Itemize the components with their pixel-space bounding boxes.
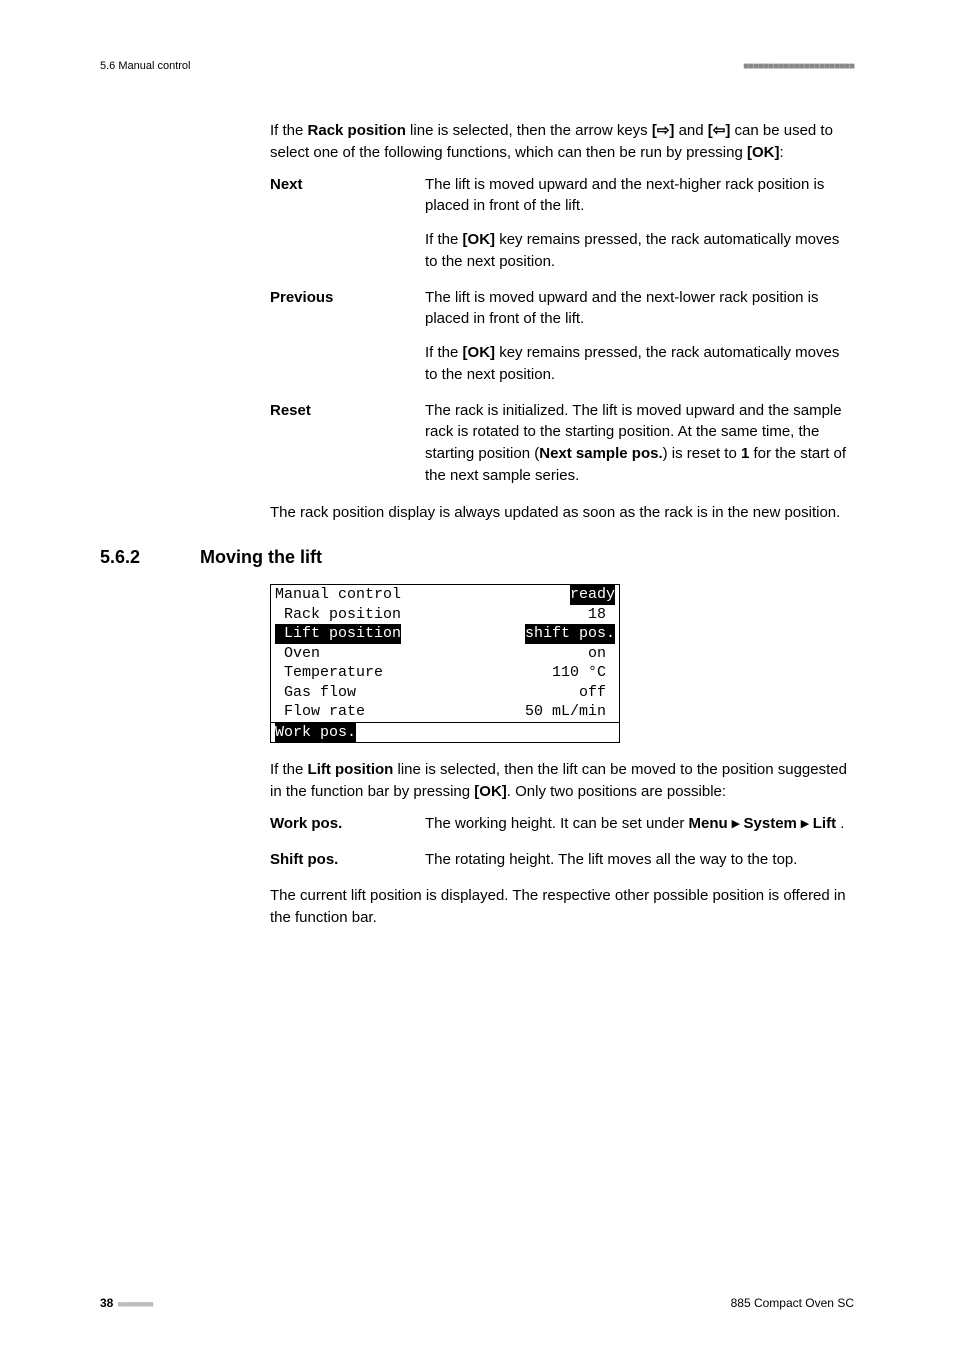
definition-term: Next	[270, 174, 425, 273]
lcd-display: Manual control ready Rack position 18 Lift…	[270, 584, 620, 743]
lcd-right: 50 mL/min	[525, 702, 615, 722]
definition-body: The rack is initialized. The lift is mov…	[425, 400, 854, 487]
definition-term: Previous	[270, 287, 425, 386]
lcd-bottom-row: Work pos.	[271, 722, 619, 743]
lcd-row: Manual control ready	[271, 585, 619, 605]
lcd-left: Manual control	[275, 585, 401, 605]
text-bold: Lift position	[308, 761, 394, 778]
text: . Only two positions are possible:	[507, 783, 726, 800]
definition-row: Shift pos.The rotating height. The lift …	[270, 849, 854, 871]
text: If the	[270, 122, 308, 139]
text-bold: Rack position	[308, 122, 406, 139]
page-num-value: 38	[100, 1296, 113, 1310]
definitions-lift: Work pos.The working height. It can be s…	[270, 813, 854, 871]
section-number: 5.6.2	[100, 547, 200, 568]
key-ok: [OK]	[747, 144, 780, 161]
footer-title: 885 Compact Oven SC	[731, 1296, 854, 1310]
text: :	[779, 144, 783, 161]
lcd-right: shift pos.	[525, 624, 615, 644]
lcd-left: Rack position	[275, 605, 401, 625]
text: If the	[270, 761, 308, 778]
definition-row: PreviousThe lift is moved upward and the…	[270, 287, 854, 386]
lcd-left: Flow rate	[275, 702, 365, 722]
lcd-row: Temperature 110 °C	[271, 663, 619, 683]
header-decoration: ■■■■■■■■■■■■■■■■■■■■■■	[743, 61, 854, 72]
lcd-right: off	[579, 683, 615, 703]
text: and	[674, 122, 707, 139]
lcd-right: on	[588, 644, 615, 664]
definition-body: The rotating height. The lift moves all …	[425, 849, 854, 871]
lcd-right: 110 °C	[552, 663, 615, 683]
definition-text: The lift is moved upward and the next-hi…	[425, 174, 854, 218]
key-left: [⇦]	[708, 122, 731, 139]
definition-row: ResetThe rack is initialized. The lift i…	[270, 400, 854, 487]
definition-body: The lift is moved upward and the next-lo…	[425, 287, 854, 386]
header-section: 5.6 Manual control	[100, 60, 191, 72]
intro-paragraph: If the Rack position line is selected, t…	[270, 120, 854, 164]
definition-text: The working height. It can be set under …	[425, 813, 854, 835]
key-right: [⇨]	[652, 122, 675, 139]
lcd-row: Rack position 18	[271, 605, 619, 625]
definition-term: Reset	[270, 400, 425, 487]
lcd-row: Gas flow off	[271, 683, 619, 703]
lift-note: The current lift position is displayed. …	[270, 885, 854, 929]
lift-intro-paragraph: If the Lift position line is selected, t…	[270, 759, 854, 803]
lcd-left: Lift position	[275, 624, 401, 644]
definition-body: The lift is moved upward and the next-hi…	[425, 174, 854, 273]
definition-text: If the [OK] key remains pressed, the rac…	[425, 342, 854, 386]
key-ok: [OK]	[474, 783, 507, 800]
section-title: Moving the lift	[200, 547, 322, 568]
definition-term: Shift pos.	[270, 849, 425, 871]
definition-body: The working height. It can be set under …	[425, 813, 854, 835]
lcd-left: Oven	[275, 644, 320, 664]
lcd-right: 18	[588, 605, 615, 625]
definition-text: The rotating height. The lift moves all …	[425, 849, 854, 871]
rack-note: The rack position display is always upda…	[270, 502, 854, 524]
definition-text: The lift is moved upward and the next-lo…	[425, 287, 854, 331]
text: line is selected, then the arrow keys	[406, 122, 652, 139]
section-header: 5.6.2 Moving the lift	[100, 547, 854, 568]
lcd-bottom-label: Work pos.	[275, 723, 356, 743]
definitions-rack: NextThe lift is moved upward and the nex…	[270, 174, 854, 487]
footer-decoration: ■■■■■■■■	[117, 1299, 153, 1309]
lcd-row: Flow rate 50 mL/min	[271, 702, 619, 722]
definition-row: NextThe lift is moved upward and the nex…	[270, 174, 854, 273]
definition-text: If the [OK] key remains pressed, the rac…	[425, 229, 854, 273]
definition-text: The rack is initialized. The lift is mov…	[425, 400, 854, 487]
definition-row: Work pos.The working height. It can be s…	[270, 813, 854, 835]
lcd-left: Gas flow	[275, 683, 356, 703]
lcd-right: ready	[570, 585, 615, 605]
lcd-left: Temperature	[275, 663, 383, 683]
page-number: 38 ■■■■■■■■	[100, 1296, 153, 1310]
lcd-row: Lift position shift pos.	[271, 624, 619, 644]
definition-term: Work pos.	[270, 813, 425, 835]
lcd-row: Oven on	[271, 644, 619, 664]
